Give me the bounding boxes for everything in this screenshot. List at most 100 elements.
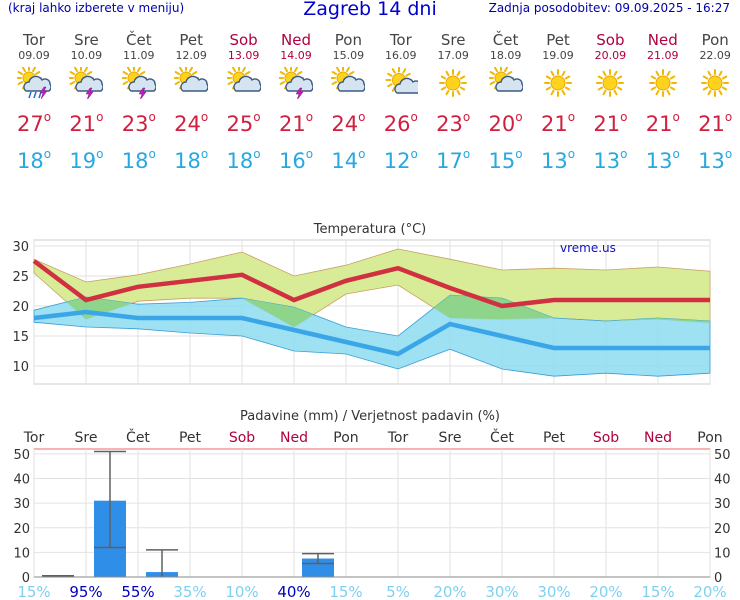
sun-cloud-thunder-icon: [279, 67, 313, 99]
day-name: Tor: [389, 31, 412, 49]
degree-sign: o: [358, 147, 366, 161]
x-tick-label: Čet: [126, 428, 150, 446]
max-temperature: 20o: [480, 105, 532, 136]
max-temperature: 21o: [270, 105, 322, 136]
sun-shape: [544, 69, 572, 97]
day-date: 14.09: [280, 49, 312, 62]
degree-sign: o: [305, 147, 314, 161]
min-temperature: 16o: [270, 142, 322, 173]
y-tick-label: 10: [12, 360, 29, 375]
sun-ray: [17, 71, 24, 75]
min-temperature: 13o: [532, 142, 584, 173]
day-name: Pon: [701, 31, 729, 49]
temperature-chart-title: Temperatura (°C): [313, 222, 426, 237]
day-forecast: Čet 18.09 20o 15o: [480, 32, 532, 174]
degree-sign: o: [515, 147, 523, 161]
x-tick-label: Pon: [333, 430, 358, 446]
precipitation-probability: 15%: [17, 583, 50, 600]
sun-cloud-thunder-icon: [69, 67, 104, 99]
day-date: 10.09: [70, 49, 103, 62]
watermark: vreme.us: [560, 241, 616, 255]
sun-disc: [655, 75, 671, 91]
sun-icon: [544, 69, 572, 97]
precipitation-chart: Padavine (mm) / Verjetnost padavin (%) To…: [13, 409, 731, 600]
min-temperature-value: 13: [698, 149, 725, 173]
sun-ray: [22, 67, 26, 73]
degree-sign: o: [410, 147, 418, 161]
lightning-bolt: [295, 87, 304, 99]
day-date: 15.09: [332, 49, 365, 62]
x-tick-label: Ned: [644, 430, 672, 446]
sun-ray: [456, 70, 461, 77]
day-date: 21.09: [647, 49, 679, 62]
max-temperature: 21o: [637, 105, 689, 136]
sun-ray: [34, 71, 41, 75]
sun-ray: [17, 81, 24, 85]
sun-ray: [669, 86, 676, 91]
day-name: Ned: [281, 31, 311, 49]
cloud-shape: [285, 75, 313, 92]
degree-sign: o: [672, 110, 680, 124]
degree-sign: o: [724, 147, 733, 161]
sun-ray: [189, 67, 194, 73]
min-temperature: 12o: [375, 142, 427, 173]
day-forecast: Tor 09.09 27o 18o: [8, 31, 60, 174]
cloud-shape: [232, 75, 261, 92]
sun-ray: [386, 72, 393, 77]
min-temperature-value: 18: [226, 149, 254, 173]
x-tick-label: Ned: [280, 430, 308, 446]
min-temperature-value: 18: [174, 149, 201, 173]
sun-ray: [617, 75, 623, 80]
sun-ray: [721, 86, 728, 91]
max-temperature-value: 21: [540, 112, 568, 136]
sun-ray: [391, 68, 396, 74]
rain-drop: [28, 91, 32, 99]
day-date: 12.09: [175, 49, 207, 62]
degree-sign: o: [200, 147, 209, 161]
sun-icon: [701, 69, 730, 97]
max-temperature-value: 23: [436, 112, 463, 136]
max-temperature-value: 24: [174, 112, 201, 136]
sun-ray: [87, 71, 93, 75]
min-temperature: 13o: [689, 142, 740, 173]
sun-ray: [503, 67, 508, 73]
sun-ray: [192, 71, 198, 75]
day-forecast: Sre 17.09 23o 17o: [427, 32, 479, 174]
sun-ray: [440, 75, 447, 80]
min-temperature: 18o: [113, 142, 165, 173]
sun-ray: [231, 67, 236, 73]
sun-cloud-icon: [488, 67, 523, 92]
sun-ray: [122, 81, 128, 85]
max-temperature: 24o: [165, 105, 217, 136]
plot-area: [33, 448, 711, 578]
y-tick-label-right: 30: [714, 497, 731, 512]
sun-shape: [648, 69, 677, 97]
last-update: Zadnja posodobitev: 09.09.2025 - 16:27: [488, 1, 730, 15]
max-temperature: 21o: [689, 105, 740, 136]
sun-ray: [561, 70, 566, 77]
degree-sign: o: [672, 147, 680, 161]
day-forecast: Sre 10.09 21o 19o: [60, 32, 112, 174]
min-temperature: 18o: [218, 142, 270, 173]
degree-sign: o: [620, 110, 628, 124]
max-temperature-value: 20: [488, 112, 516, 136]
day-date: 18.09: [489, 49, 522, 62]
degree-sign: o: [148, 110, 156, 124]
max-temperature: 21o: [532, 105, 584, 136]
sun-ray: [459, 86, 466, 91]
x-tick-label: Sob: [593, 430, 619, 446]
degree-sign: o: [620, 147, 628, 161]
sun-ray: [331, 81, 338, 85]
degree-sign: o: [43, 110, 52, 124]
max-temperature-value: 27: [16, 112, 44, 136]
day-forecast: Tor 16.09 26o 12o: [375, 31, 427, 174]
min-temperature-value: 14: [331, 149, 359, 173]
max-temperature-value: 21: [593, 112, 621, 136]
min-temperature: 15o: [480, 142, 532, 173]
sun-ray: [32, 67, 36, 73]
sun-ray: [69, 81, 76, 85]
x-tick-label: Sre: [439, 430, 462, 446]
degree-sign: o: [515, 110, 523, 124]
min-temperature-value: 17: [436, 149, 463, 173]
day-name: Tor: [23, 31, 45, 49]
